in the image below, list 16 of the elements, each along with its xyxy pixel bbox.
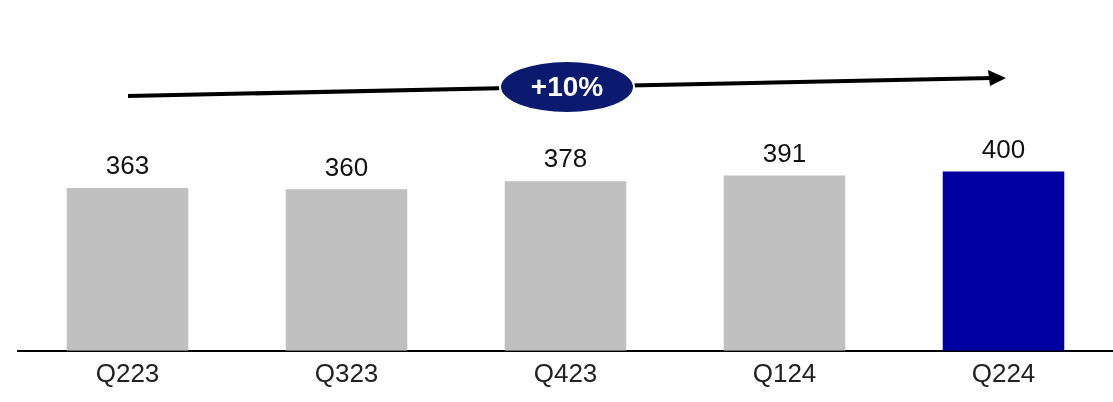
data-label: 378 xyxy=(543,143,588,174)
bar xyxy=(723,175,846,351)
bar xyxy=(942,171,1065,351)
data-label: 363 xyxy=(105,150,150,181)
x-tick-label: Q223 xyxy=(95,357,160,388)
oval-badge: +10% xyxy=(499,60,635,114)
data-label: 400 xyxy=(981,133,1026,164)
x-tick-label: Q323 xyxy=(314,357,379,388)
bar xyxy=(285,189,408,351)
bar xyxy=(504,181,627,351)
x-tick-label: Q224 xyxy=(971,357,1036,388)
data-label: 360 xyxy=(324,151,369,182)
x-tick-label: Q423 xyxy=(533,357,598,388)
bar xyxy=(66,188,189,351)
x-tick-label: Q124 xyxy=(752,357,817,388)
data-label: 391 xyxy=(762,137,807,168)
